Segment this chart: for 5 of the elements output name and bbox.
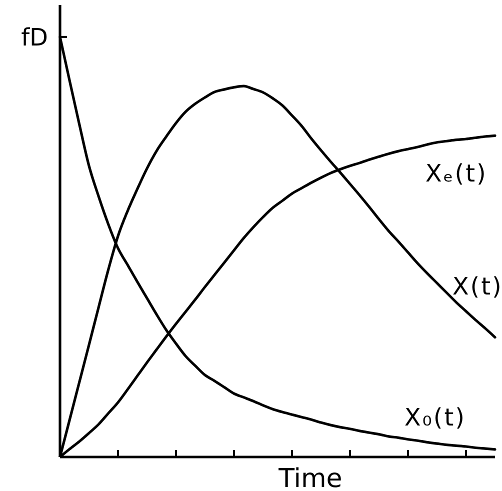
series-label: X₀(t) (404, 404, 466, 432)
x-axis-title: Time (278, 464, 342, 491)
series-label: X(t) (452, 272, 502, 300)
text: fD (21, 23, 48, 52)
series-label: Xₑ(t) (425, 159, 488, 188)
